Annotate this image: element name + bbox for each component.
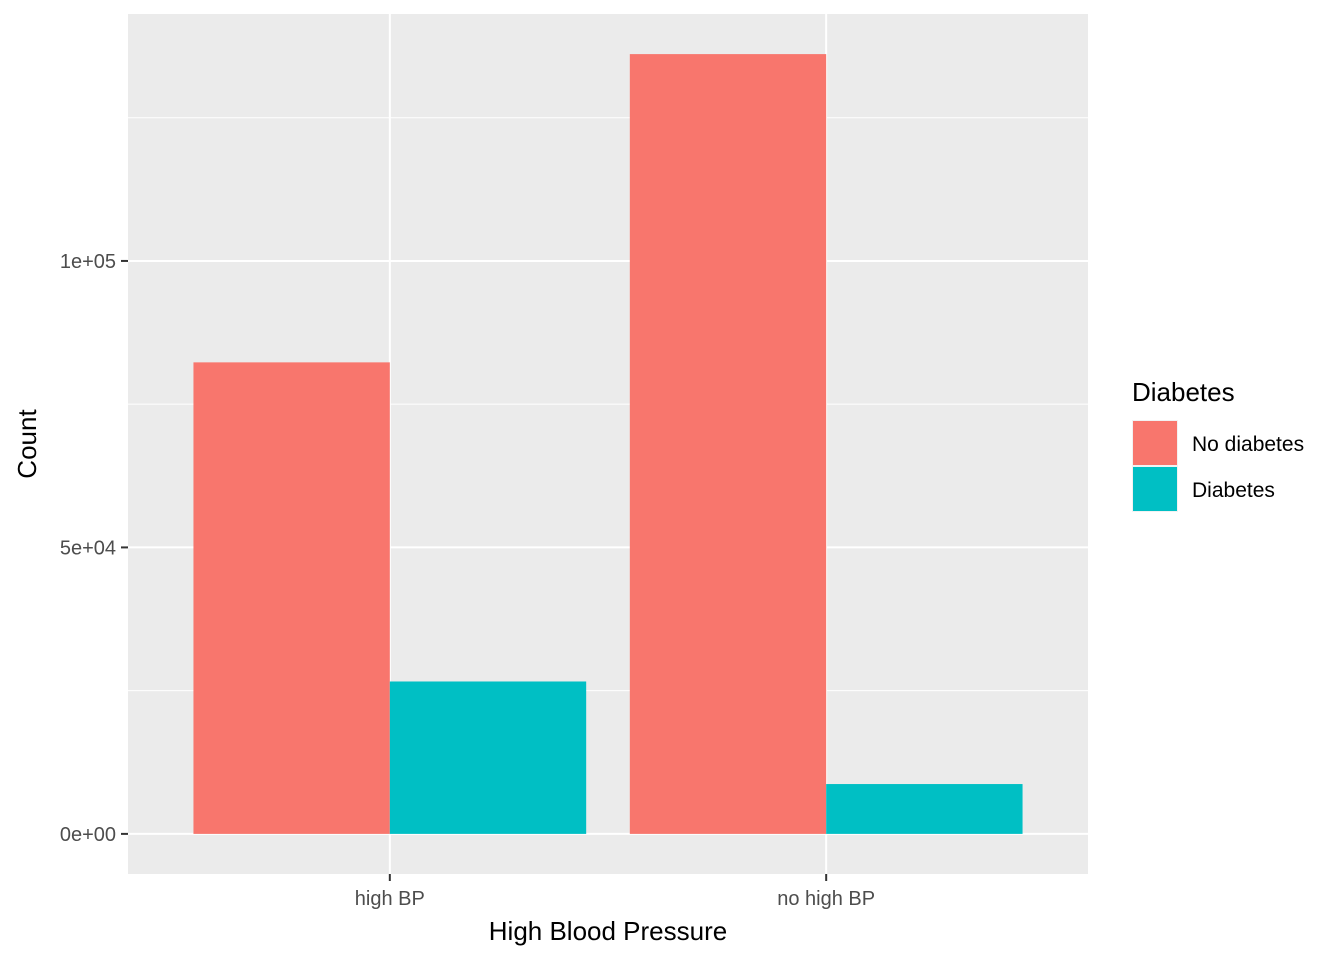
x-axis: high BP no high BP (355, 874, 875, 910)
bar-diabetes-no-high-bp (826, 784, 1023, 834)
legend: Diabetes No diabetes Diabetes (1132, 377, 1304, 512)
x-tick-label: high BP (355, 888, 425, 910)
y-axis: 0e+00 5e+04 1e+05 (60, 251, 128, 846)
x-tick-label: no high BP (777, 888, 875, 910)
legend-title: Diabetes (1132, 377, 1235, 407)
bar-no-diabetes-no-high-bp (629, 54, 827, 834)
legend-label: Diabetes (1192, 479, 1275, 502)
legend-items: No diabetes Diabetes (1132, 420, 1304, 512)
bar-no-diabetes-high-bp (193, 362, 390, 834)
bars (193, 54, 1023, 834)
bar-diabetes-high-bp (389, 681, 587, 834)
x-axis-title: High Blood Pressure (489, 916, 727, 946)
y-tick-label: 0e+00 (60, 824, 116, 846)
legend-label: No diabetes (1192, 433, 1304, 456)
legend-swatch-diabetes (1133, 467, 1177, 511)
y-tick-label: 1e+05 (60, 251, 116, 273)
legend-swatch-no-diabetes (1133, 421, 1177, 465)
y-tick-label: 5e+04 (60, 537, 116, 559)
y-axis-title: Count (12, 409, 42, 479)
